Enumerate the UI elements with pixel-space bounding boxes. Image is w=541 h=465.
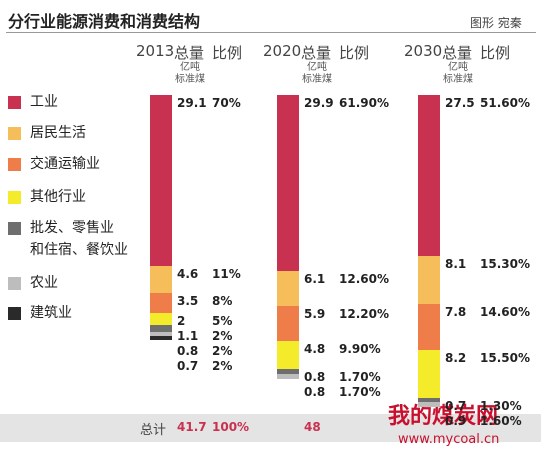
unit: 亿吨 标准煤 bbox=[302, 62, 332, 85]
value-label: 0.9 bbox=[445, 413, 467, 428]
bar-segment bbox=[418, 402, 440, 408]
share-label: 1.30% bbox=[480, 398, 522, 413]
share-label: 8% bbox=[212, 293, 233, 308]
share-label: 1.70% bbox=[339, 370, 381, 385]
value-label: 0.7 bbox=[177, 359, 199, 374]
bar-segment bbox=[277, 270, 299, 307]
value-label: 0.8 bbox=[304, 370, 326, 385]
legend-swatch bbox=[8, 222, 21, 235]
bar-segment bbox=[277, 95, 299, 271]
legend-swatch bbox=[8, 191, 21, 204]
value-label: 0.7 bbox=[445, 398, 467, 413]
total-value: 41.7 bbox=[177, 420, 207, 434]
share-header: 比例 bbox=[339, 44, 370, 62]
bar-segment bbox=[150, 313, 172, 326]
unit: 亿吨 标准煤 bbox=[443, 62, 473, 85]
value-label: 5.9 bbox=[304, 307, 326, 322]
legend-swatch bbox=[8, 307, 21, 320]
year-header: 2013 bbox=[136, 42, 175, 60]
value-label: 3.5 bbox=[177, 293, 199, 308]
legend-swatch bbox=[8, 127, 21, 140]
value-label: 6.1 bbox=[304, 271, 326, 286]
share-header: 比例 bbox=[212, 44, 243, 62]
value-label: 29.1 bbox=[177, 96, 207, 110]
total-value: 48 bbox=[304, 420, 321, 434]
credit: 图形 宛秦 bbox=[470, 16, 522, 30]
share-label: 70% bbox=[212, 96, 241, 110]
bar-segment bbox=[418, 95, 440, 257]
total-header: 总量 bbox=[301, 44, 332, 62]
legend-label: 交通运输业 bbox=[30, 156, 100, 172]
total-band bbox=[0, 414, 541, 442]
bar-segment bbox=[277, 306, 299, 341]
bar-segment bbox=[418, 397, 440, 402]
legend-label: 居民生活 bbox=[30, 125, 86, 141]
share-label: 2% bbox=[212, 329, 233, 344]
legend-label: 工业 bbox=[30, 94, 58, 110]
value-label: 0.8 bbox=[177, 344, 199, 359]
bar-segment bbox=[418, 303, 440, 350]
value-label: 8.2 bbox=[445, 350, 467, 365]
share-label: 11% bbox=[212, 266, 241, 281]
legend-label: 农业 bbox=[30, 275, 58, 291]
bar-segment bbox=[150, 265, 172, 293]
share-header: 比例 bbox=[480, 44, 511, 62]
share-label: 14.60% bbox=[480, 304, 530, 319]
legend-label: 批发、零售业 和住宿、餐饮业 bbox=[30, 220, 128, 258]
bar-segment bbox=[418, 256, 440, 304]
value-label: 4.8 bbox=[304, 341, 326, 356]
legend-swatch bbox=[8, 277, 21, 290]
bar-segment bbox=[277, 369, 299, 374]
share-label: 5% bbox=[212, 314, 233, 329]
watermark: 我的煤炭网 bbox=[388, 404, 499, 429]
title-rule bbox=[6, 32, 536, 33]
value-label: 7.8 bbox=[445, 304, 467, 319]
share-label: 51.60% bbox=[480, 96, 530, 110]
title: 分行业能源消费和消费结构 bbox=[8, 12, 201, 31]
legend-label: 其他行业 bbox=[30, 189, 86, 205]
share-label: 15.50% bbox=[480, 350, 530, 365]
watermark-url: www.mycoal.cn bbox=[398, 432, 500, 447]
share-label: 15.30% bbox=[480, 257, 530, 272]
value-label: 8.1 bbox=[445, 257, 467, 272]
value-label: 2 bbox=[177, 314, 186, 329]
bar-segment bbox=[277, 340, 299, 370]
bar-segment bbox=[150, 325, 172, 332]
unit: 亿吨 标准煤 bbox=[175, 62, 205, 85]
share-label: 2% bbox=[212, 359, 233, 374]
legend-swatch bbox=[8, 158, 21, 171]
share-label: 12.20% bbox=[339, 307, 389, 322]
share-label: 9.90% bbox=[339, 341, 381, 356]
total-share: 100% bbox=[212, 420, 250, 434]
bar-segment bbox=[150, 292, 172, 314]
value-label: 1.1 bbox=[177, 329, 199, 344]
legend-label: 建筑业 bbox=[30, 305, 72, 321]
total-label: 总计 bbox=[140, 423, 167, 438]
bar-segment bbox=[418, 349, 440, 398]
bar-segment bbox=[277, 373, 299, 379]
bar-segment bbox=[150, 336, 172, 341]
share-label: 1.70% bbox=[339, 385, 381, 400]
value-label: 4.6 bbox=[177, 266, 199, 281]
share-label: 2% bbox=[212, 344, 233, 359]
value-label: 0.8 bbox=[304, 385, 326, 400]
bar-segment bbox=[150, 331, 172, 337]
year-header: 2030 bbox=[404, 42, 443, 60]
year-header: 2020 bbox=[263, 42, 302, 60]
value-label: 29.9 bbox=[304, 96, 334, 110]
total-header: 总量 bbox=[174, 44, 205, 62]
bar-segment bbox=[150, 95, 172, 266]
legend-swatch bbox=[8, 96, 21, 109]
share-label: 61.90% bbox=[339, 96, 389, 110]
share-label: 1.60% bbox=[480, 413, 522, 428]
value-label: 27.5 bbox=[445, 96, 475, 110]
share-label: 12.60% bbox=[339, 271, 389, 286]
total-header: 总量 bbox=[442, 44, 473, 62]
